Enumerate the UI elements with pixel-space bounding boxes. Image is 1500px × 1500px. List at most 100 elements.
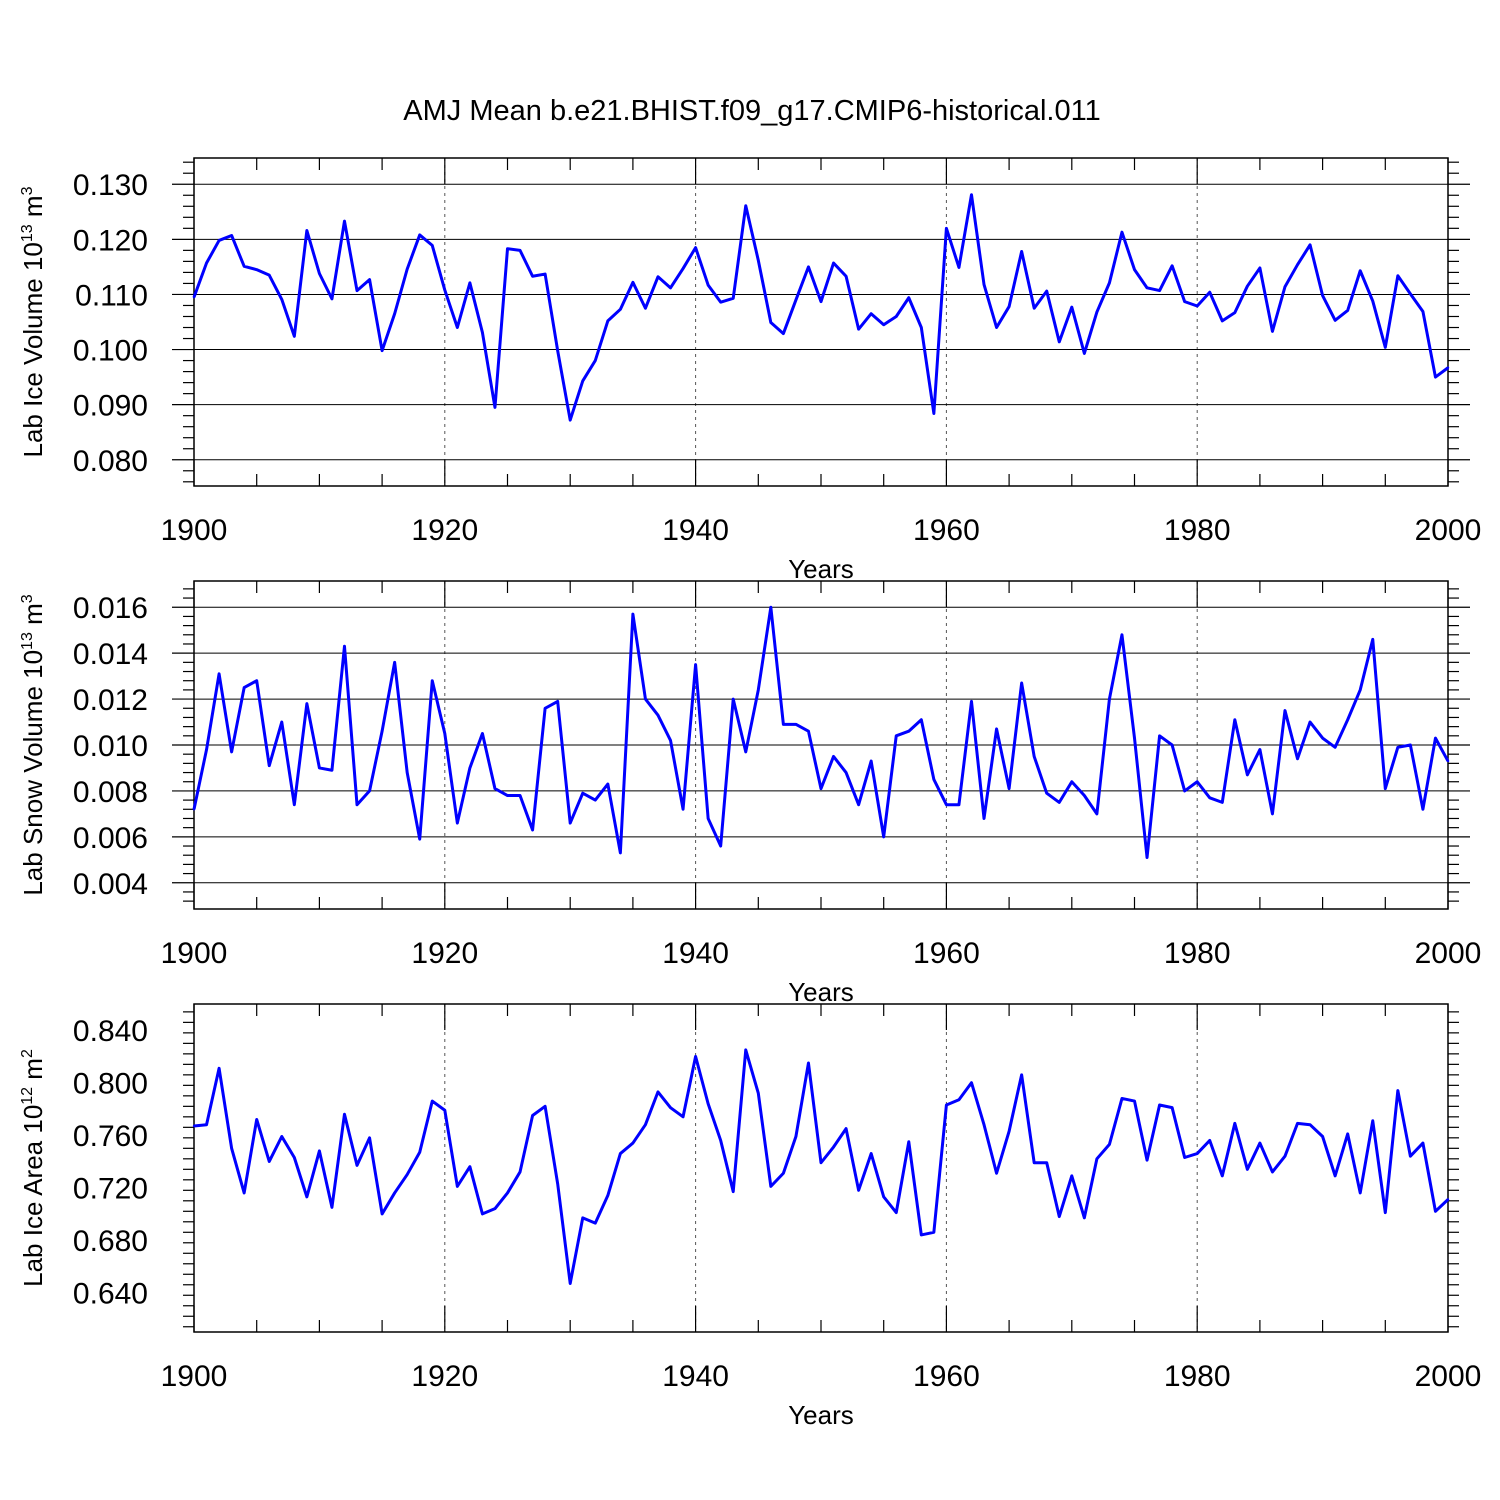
x-tick-label: 2000 bbox=[1415, 1360, 1482, 1393]
y-tick-label: 0.120 bbox=[73, 224, 148, 257]
data-point-1913 bbox=[355, 1164, 359, 1167]
data-point-1974 bbox=[1120, 1097, 1124, 1100]
data-point-1973 bbox=[1108, 281, 1111, 285]
data-point-1903 bbox=[230, 1147, 233, 1150]
data-point-1912 bbox=[343, 645, 346, 648]
y-tick-label: 0.130 bbox=[73, 169, 148, 202]
data-point-1902 bbox=[217, 672, 221, 676]
data-point-1996 bbox=[1396, 746, 1400, 749]
data-point-1985 bbox=[1258, 748, 1262, 751]
x-tick-label: 1900 bbox=[161, 1360, 228, 1393]
data-point-1940 bbox=[694, 663, 697, 666]
x-axis-label: Years bbox=[788, 554, 854, 584]
data-point-1990 bbox=[1321, 1135, 1324, 1138]
data-point-1920 bbox=[443, 288, 446, 292]
data-point-1994 bbox=[1371, 638, 1374, 641]
y-axis-label-part: Lab Ice Area 10 bbox=[18, 1105, 48, 1287]
data-point-1992 bbox=[1346, 718, 1349, 721]
y-tick-label: 0.760 bbox=[73, 1120, 148, 1153]
data-point-1911 bbox=[330, 297, 334, 301]
data-point-2000 bbox=[1446, 1198, 1450, 1201]
data-point-1952 bbox=[844, 275, 848, 278]
data-point-1909 bbox=[305, 702, 309, 705]
data-point-1928 bbox=[543, 272, 547, 276]
data-point-1995 bbox=[1384, 1211, 1387, 1214]
data-point-1934 bbox=[619, 1152, 622, 1155]
data-point-1992 bbox=[1346, 1132, 1349, 1136]
data-point-1921 bbox=[456, 326, 459, 329]
data-point-1923 bbox=[481, 331, 484, 334]
data-point-1932 bbox=[594, 359, 597, 362]
data-point-1975 bbox=[1133, 1099, 1136, 1103]
data-point-1993 bbox=[1359, 688, 1362, 692]
data-point-1998 bbox=[1421, 808, 1425, 811]
data-point-1947 bbox=[782, 332, 785, 335]
data-point-1907 bbox=[280, 1135, 283, 1138]
data-point-1910 bbox=[318, 272, 321, 275]
data-point-1910 bbox=[318, 766, 321, 770]
data-point-1947 bbox=[782, 723, 785, 726]
data-point-1916 bbox=[393, 1191, 396, 1195]
data-point-1909 bbox=[305, 1195, 309, 1199]
y-tick-label: 0.680 bbox=[73, 1225, 148, 1258]
data-point-1942 bbox=[719, 1139, 722, 1142]
data-point-1963 bbox=[982, 283, 986, 286]
data-point-1973 bbox=[1108, 1143, 1111, 1146]
y-tick-label: 0.800 bbox=[73, 1068, 148, 1101]
data-point-1960 bbox=[945, 227, 948, 230]
x-tick-label: 1900 bbox=[161, 937, 228, 970]
plot-frame bbox=[193, 1003, 1449, 1333]
data-point-1908 bbox=[293, 1156, 296, 1159]
data-point-1922 bbox=[468, 281, 472, 285]
data-point-1968 bbox=[1045, 289, 1048, 293]
data-point-1958 bbox=[920, 326, 923, 329]
data-point-1976 bbox=[1145, 286, 1149, 290]
y-tick-label: 0.100 bbox=[73, 335, 148, 368]
data-point-1971 bbox=[1083, 794, 1086, 797]
data-point-1972 bbox=[1095, 310, 1099, 314]
x-tick-label: 1940 bbox=[662, 514, 729, 547]
data-point-1980 bbox=[1196, 1152, 1199, 1155]
data-point-1946 bbox=[769, 1185, 773, 1188]
y-tick-label: 0.004 bbox=[73, 868, 148, 901]
data-point-1941 bbox=[706, 817, 710, 820]
data-point-1938 bbox=[669, 1106, 672, 1109]
data-point-1907 bbox=[280, 720, 283, 724]
data-point-1953 bbox=[857, 327, 860, 331]
data-point-1935 bbox=[631, 612, 635, 616]
data-point-1949 bbox=[807, 1061, 810, 1065]
data-point-1904 bbox=[242, 265, 246, 268]
data-point-1973 bbox=[1108, 697, 1111, 701]
data-point-1947 bbox=[782, 1172, 785, 1175]
data-point-1957 bbox=[907, 1140, 910, 1143]
y-axis-label: Lab Ice Volume 1013 m3 bbox=[18, 186, 48, 457]
data-point-1924 bbox=[493, 787, 497, 790]
data-point-1900 bbox=[192, 808, 196, 811]
data-point-1928 bbox=[543, 1105, 547, 1108]
data-point-1950 bbox=[819, 787, 823, 790]
data-point-1974 bbox=[1120, 230, 1124, 234]
y-tick-label: 0.008 bbox=[73, 776, 148, 809]
data-point-1912 bbox=[343, 1113, 346, 1116]
data-point-1991 bbox=[1333, 319, 1337, 322]
data-point-1964 bbox=[995, 727, 998, 731]
data-point-1933 bbox=[606, 319, 610, 323]
data-point-1985 bbox=[1258, 266, 1262, 270]
x-axis-label: Years bbox=[788, 977, 854, 1007]
data-point-1999 bbox=[1434, 1210, 1437, 1213]
data-point-1974 bbox=[1120, 633, 1124, 636]
data-point-1941 bbox=[706, 283, 710, 287]
data-point-1961 bbox=[957, 803, 961, 806]
data-point-1988 bbox=[1296, 1122, 1299, 1125]
data-point-1904 bbox=[242, 1191, 246, 1195]
data-point-1919 bbox=[431, 679, 434, 682]
data-point-1900 bbox=[192, 1124, 196, 1128]
data-point-1980 bbox=[1196, 304, 1199, 308]
x-tick-label: 1920 bbox=[411, 1360, 478, 1393]
data-point-1976 bbox=[1145, 1158, 1149, 1162]
data-point-1924 bbox=[493, 406, 497, 409]
data-point-1954 bbox=[869, 1152, 873, 1155]
data-point-1939 bbox=[681, 1115, 685, 1119]
data-point-1923 bbox=[481, 1212, 484, 1216]
x-tick-label: 1960 bbox=[913, 1360, 980, 1393]
